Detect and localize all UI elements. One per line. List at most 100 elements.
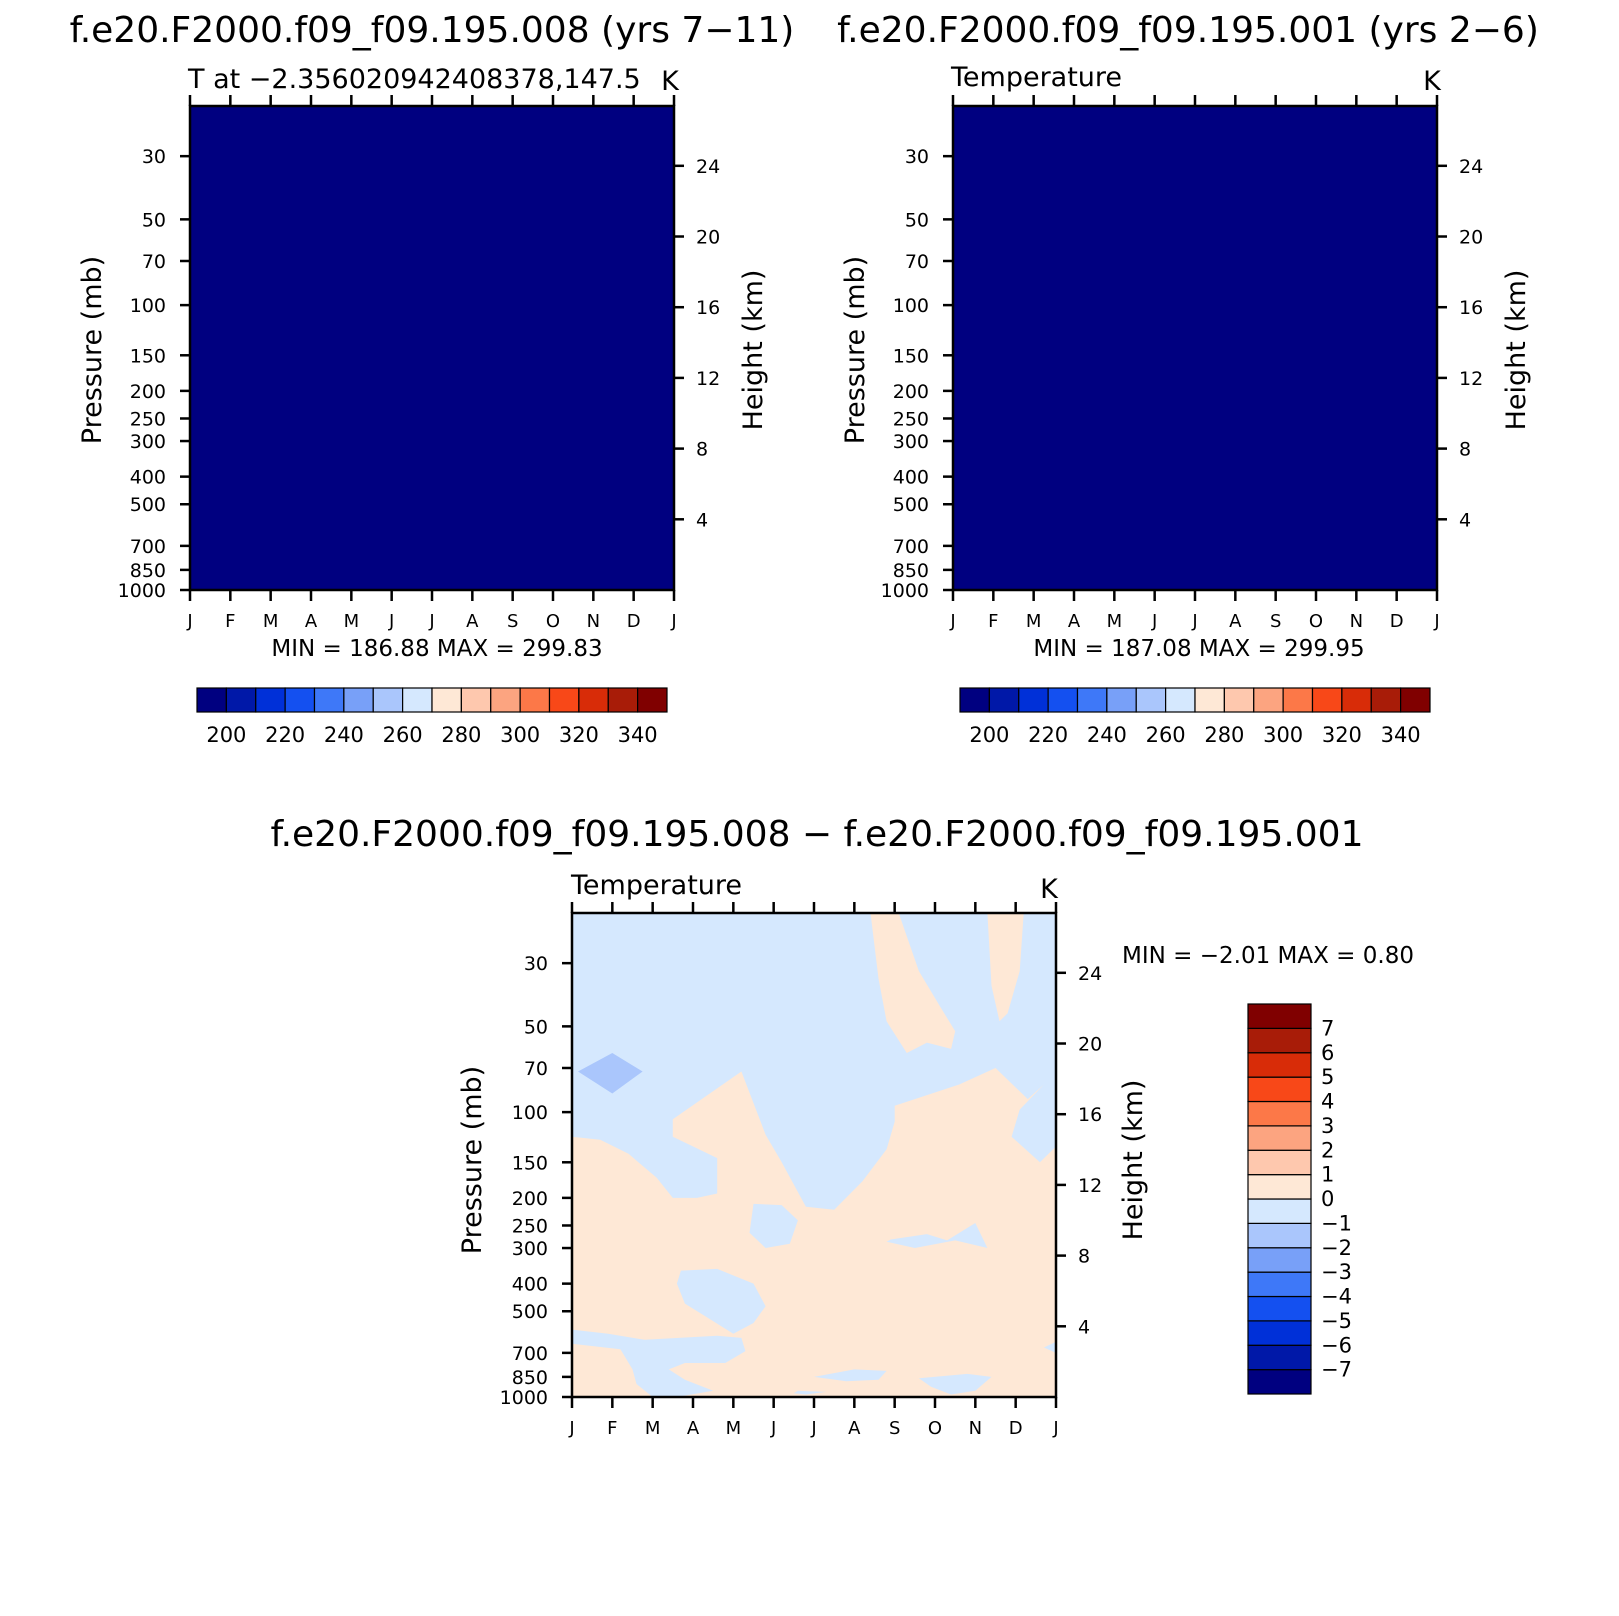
x-tick-label: J — [770, 1418, 776, 1439]
y-tick-label: 70 — [905, 251, 929, 273]
x-tick-label: M — [1107, 611, 1123, 632]
contour-region — [886, 1223, 988, 1248]
contour-region — [578, 1053, 643, 1094]
x-tick-label: J — [1052, 1418, 1058, 1439]
colorbar-box — [255, 687, 286, 713]
colorbar-box — [1047, 687, 1079, 713]
y-tick-label: 200 — [130, 381, 166, 403]
colorbar-box — [343, 687, 374, 713]
y-tick-label: 70 — [142, 251, 166, 273]
units-label: K — [661, 66, 680, 97]
colorbar-box — [372, 687, 404, 713]
y-tick-label: 150 — [893, 345, 929, 367]
x-tick-label: A — [305, 611, 318, 632]
colorbar-label: 320 — [559, 723, 599, 747]
x-tick-label: S — [1270, 611, 1281, 632]
y-tick-label: 100 — [893, 295, 929, 317]
x-tick-label: D — [1009, 1418, 1023, 1439]
y2-axis-label: Height (km) — [1501, 270, 1532, 431]
y2-tick-label: 8 — [696, 439, 708, 461]
x-tick-label: M — [726, 1418, 742, 1439]
colorbar-box — [1135, 687, 1167, 713]
y-tick-label: 500 — [893, 494, 929, 516]
colorbar-label: 7 — [1321, 1016, 1334, 1040]
y-tick-label: 700 — [130, 536, 166, 558]
colorbar-label: 220 — [265, 723, 305, 747]
colorbar-label: 240 — [324, 723, 364, 747]
colorbar-box — [1247, 1320, 1312, 1346]
y2-tick-label: 8 — [1459, 439, 1471, 461]
y-tick-label: 50 — [905, 209, 929, 231]
left-subtitle: T at −2.356020942408378,147.5 — [187, 64, 641, 95]
colorbar-label: −6 — [1321, 1333, 1352, 1357]
min-max-label: MIN = 186.88 MAX = 299.83 — [271, 636, 602, 662]
contour-region — [676, 1268, 766, 1334]
x-tick-label: J — [186, 611, 192, 632]
colorbar-label: 320 — [1322, 723, 1362, 747]
x-tick-label: J — [949, 611, 955, 632]
y-tick-label: 50 — [524, 1016, 548, 1038]
y2-tick-label: 24 — [696, 156, 720, 178]
colorbar-label: 240 — [1087, 723, 1127, 747]
contour-region — [793, 1390, 827, 1395]
y-tick-label: 100 — [512, 1102, 548, 1124]
panel-run-001: f.e20.F2000.f09_f09.195.001 (yrs 2−6) Te… — [837, 10, 1539, 747]
colorbar-label: 200 — [969, 723, 1009, 747]
x-tick-label: F — [225, 611, 235, 632]
colorbar-box — [1247, 1052, 1312, 1078]
y2-tick-label: 20 — [1459, 227, 1483, 249]
colorbar-box — [1247, 1344, 1312, 1371]
y2-axis-label: Height (km) — [1118, 1080, 1149, 1241]
colorbar-label: 1 — [1321, 1163, 1334, 1187]
y2-tick-label: 16 — [1459, 297, 1483, 319]
units-label: K — [1423, 66, 1442, 97]
colorbar-box — [1247, 1149, 1312, 1176]
y2-tick-label: 4 — [1459, 509, 1471, 531]
y2-tick-label: 12 — [696, 368, 720, 390]
panel-difference: f.e20.F2000.f09_f09.195.008 − f.e20.F200… — [271, 814, 1414, 1439]
colorbar-box — [1400, 687, 1431, 713]
colorbar-label: −3 — [1321, 1260, 1352, 1284]
y2-tick-label: 24 — [1078, 963, 1102, 985]
y2-tick-label: 12 — [1078, 1175, 1102, 1197]
colorbar-box — [1247, 1271, 1312, 1298]
y-axis-label: Pressure (mb) — [840, 256, 871, 444]
colorbar-box — [313, 687, 345, 713]
colorbar-box — [284, 687, 316, 713]
min-max-label: MIN = −2.01 MAX = 0.80 — [1122, 943, 1414, 969]
left-subtitle: Temperature — [950, 62, 1122, 93]
x-tick-label: F — [607, 1418, 617, 1439]
colorbar-box — [431, 687, 462, 713]
y-tick-label: 850 — [512, 1367, 548, 1389]
x-tick-label: N — [587, 611, 600, 632]
colorbar-label: 0 — [1321, 1187, 1334, 1211]
x-tick-label: M — [344, 611, 360, 632]
colorbar-box — [1247, 1198, 1312, 1224]
x-tick-label: J — [1191, 611, 1197, 632]
y-tick-label: 200 — [893, 381, 929, 403]
contour-region — [814, 1369, 887, 1382]
y-tick-label: 250 — [512, 1215, 548, 1237]
colorbar-label: 260 — [383, 723, 423, 747]
x-tick-label: D — [1390, 611, 1404, 632]
y-tick-label: 500 — [512, 1301, 548, 1323]
y2-tick-label: 16 — [696, 297, 720, 319]
x-tick-label: J — [1433, 611, 1439, 632]
colorbar-box — [1247, 1076, 1312, 1103]
colorbar-box — [1247, 1369, 1312, 1395]
y-axis-label: Pressure (mb) — [457, 1066, 488, 1254]
colorbar-box — [1311, 687, 1343, 713]
y2-tick-label: 8 — [1078, 1246, 1090, 1268]
colorbar-box — [1247, 1247, 1312, 1273]
y-tick-label: 850 — [130, 560, 166, 582]
contour-band-190 — [190, 156, 674, 590]
y-tick-label: 30 — [524, 953, 548, 975]
contour-region — [572, 1329, 746, 1397]
y-tick-label: 70 — [524, 1058, 548, 1080]
units-label: K — [1040, 874, 1059, 905]
contour-region — [1043, 1341, 1056, 1353]
colorbar-box — [1341, 687, 1372, 713]
y-tick-label: 250 — [130, 408, 166, 430]
x-tick-label: J — [810, 1418, 816, 1439]
